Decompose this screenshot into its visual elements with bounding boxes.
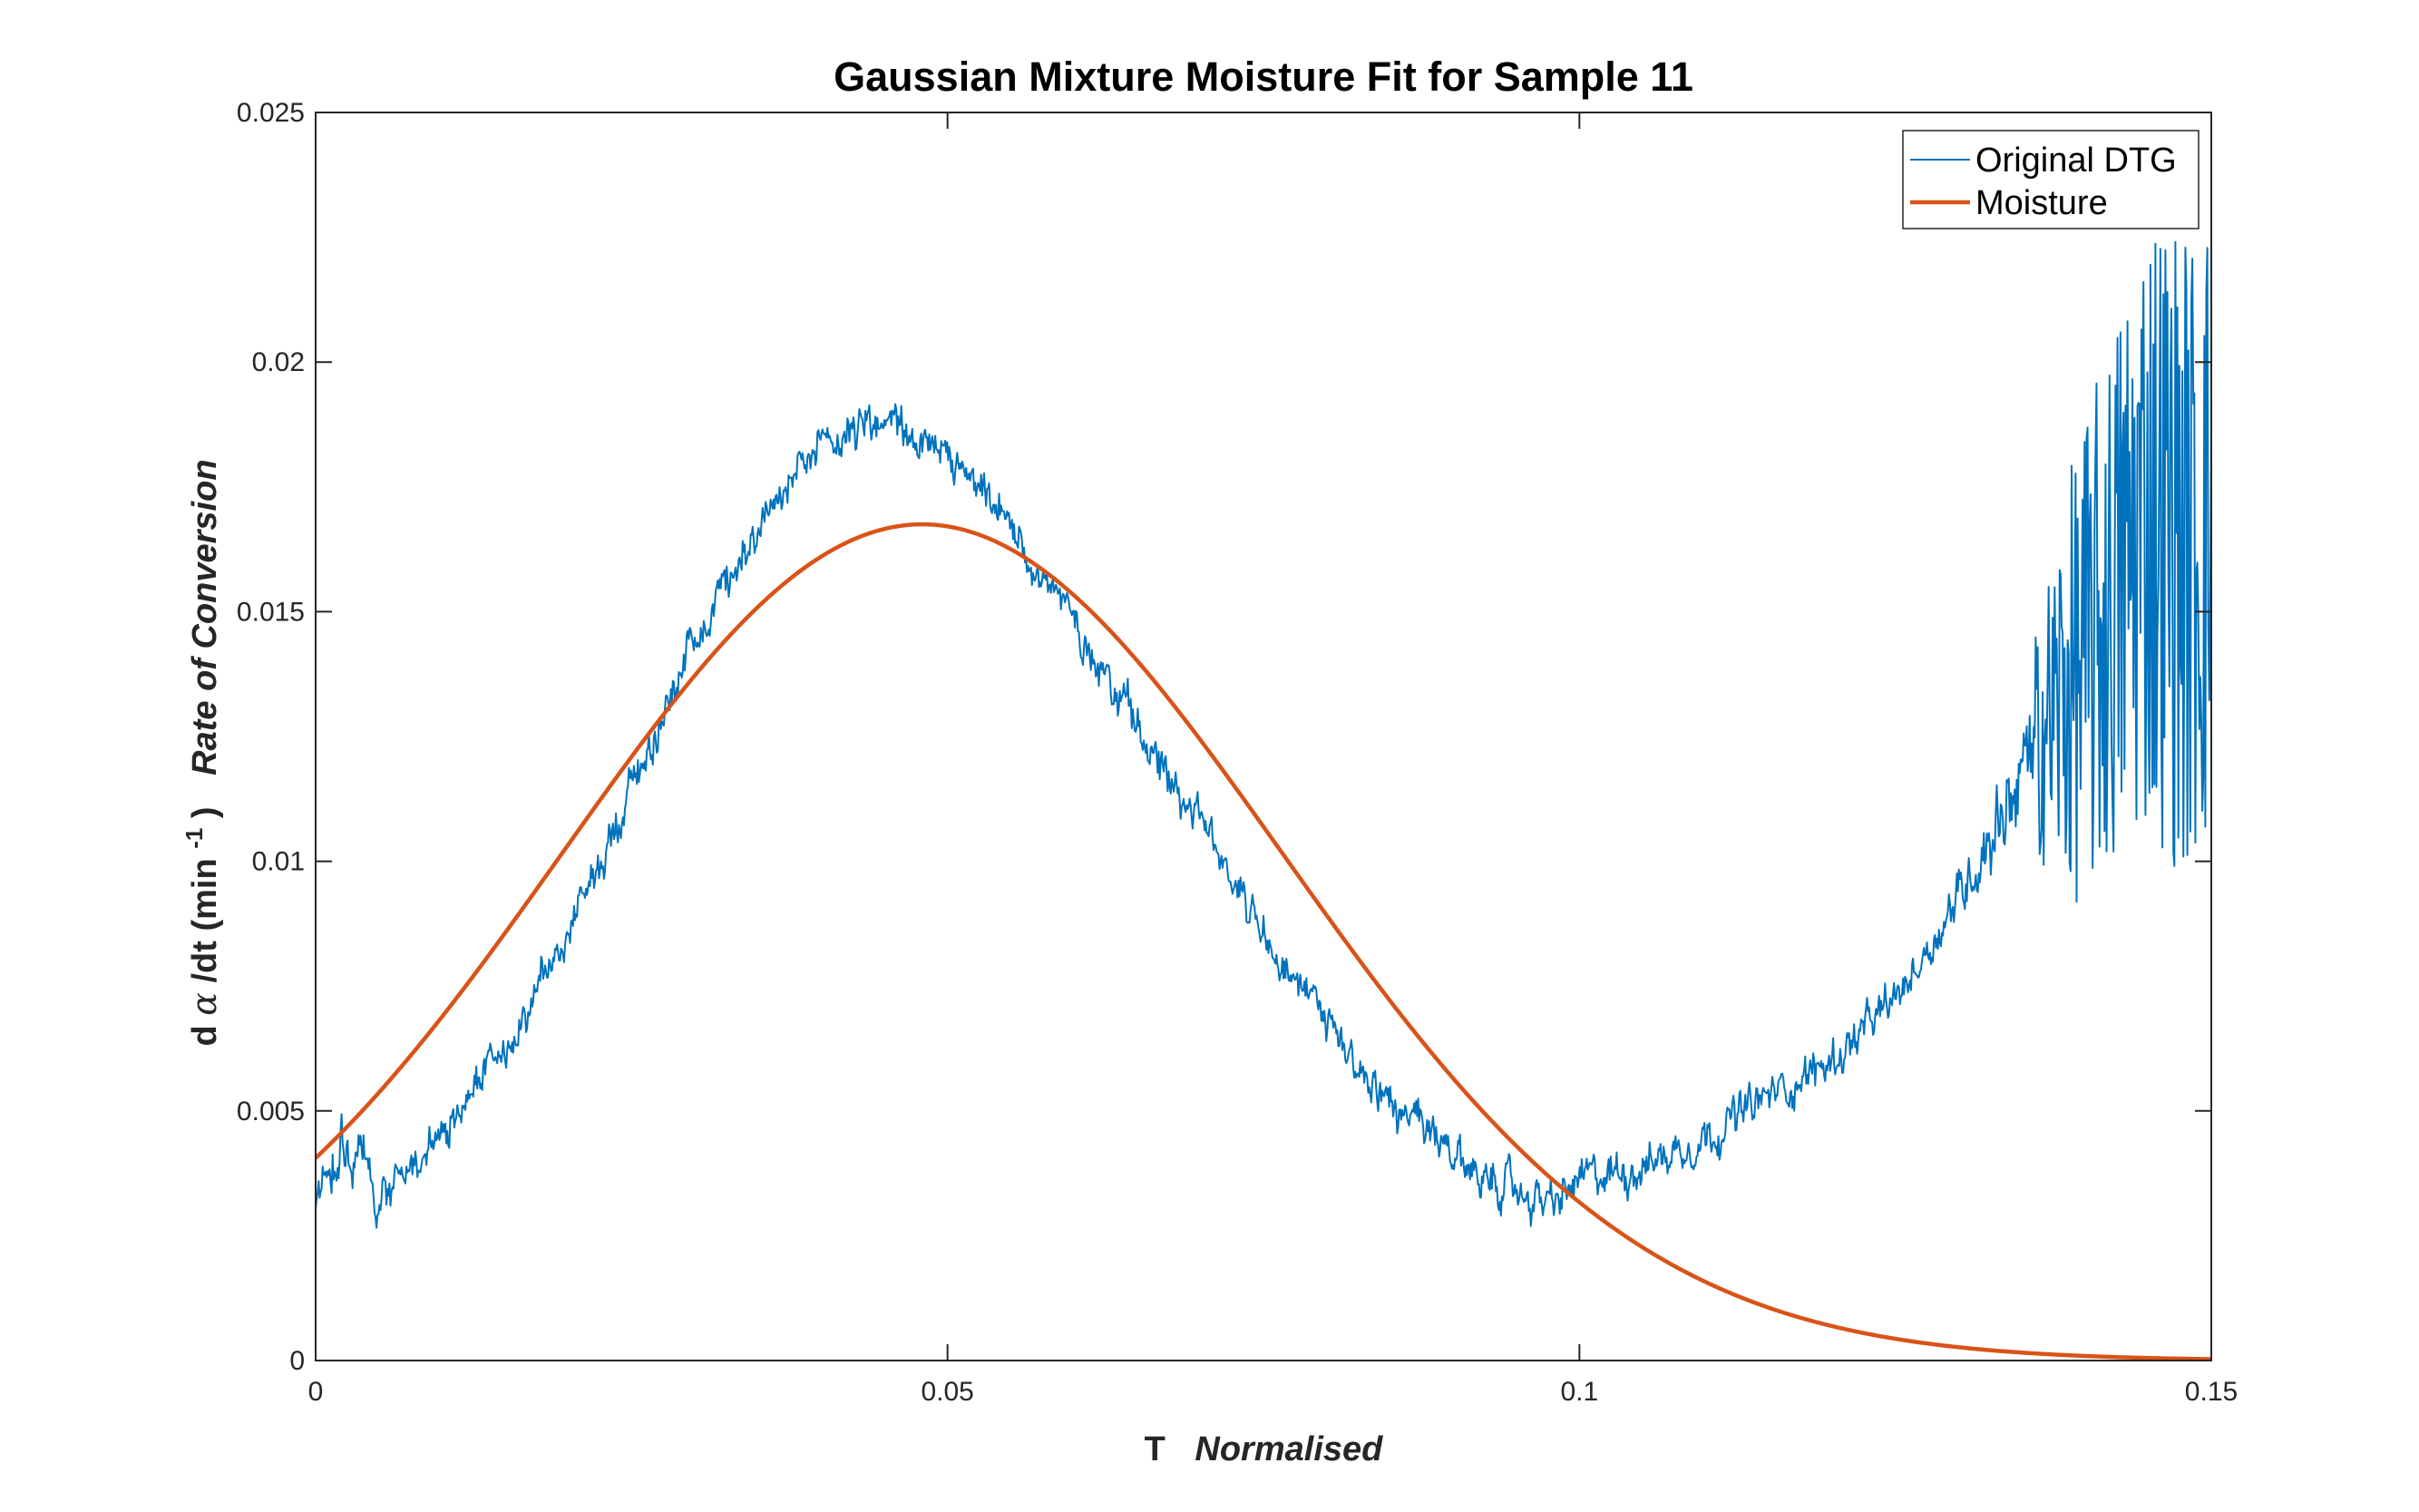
series-original-dtg-line bbox=[316, 240, 2211, 1229]
y-tick-label: 0 bbox=[289, 1346, 305, 1376]
x-axis-label: T Normalised bbox=[1145, 1430, 1384, 1468]
y-tick-label: 0.01 bbox=[252, 847, 305, 877]
x-tick-label: 0.1 bbox=[1560, 1377, 1598, 1407]
tick-layer: 0 0.05 0.1 0.15 0 0.005 0.01 0.015 0.02 0.025 bbox=[237, 98, 2238, 1407]
legend-label-moisture: Moisture bbox=[1975, 184, 2108, 222]
axes-box bbox=[315, 112, 2212, 1361]
y-axis-label-suffix: ) bbox=[186, 806, 224, 818]
y-axis-label-emphasis: Rate of Conversion bbox=[186, 459, 224, 775]
x-tick-label: 0.15 bbox=[2185, 1377, 2238, 1407]
plot-area bbox=[316, 112, 2211, 1361]
legend-label-original-dtg: Original DTG bbox=[1975, 141, 2177, 180]
y-tick-label: 0.005 bbox=[237, 1097, 305, 1127]
legend-box bbox=[1902, 130, 2200, 229]
y-tick-label: 0.02 bbox=[252, 347, 305, 377]
y-axis-label-middle: /dt (min bbox=[186, 858, 224, 982]
y-axis-label-superscript: -1 bbox=[180, 828, 208, 849]
y-axis-label-prefix: d bbox=[186, 1025, 224, 1046]
y-axis-label-greek: α bbox=[184, 992, 224, 1016]
series-layer bbox=[316, 240, 2211, 1361]
x-tick-label: 0.05 bbox=[921, 1377, 973, 1407]
x-tick-label: 0 bbox=[308, 1377, 324, 1407]
series-moisture-line bbox=[316, 522, 2211, 1361]
chart-title: Gaussian Mixture Moisture Fit for Sample… bbox=[834, 54, 1693, 100]
legend: Original DTG Moisture bbox=[1902, 130, 2200, 229]
x-axis-label-emphasis: Normalised bbox=[1195, 1430, 1383, 1468]
x-axis-label-main: T bbox=[1145, 1430, 1166, 1468]
y-axis-label: d α /dt (min -1 ) Rate of Conversion bbox=[172, 459, 224, 1046]
y-tick-label: 0.025 bbox=[237, 98, 305, 128]
y-tick-label: 0.015 bbox=[237, 597, 305, 627]
